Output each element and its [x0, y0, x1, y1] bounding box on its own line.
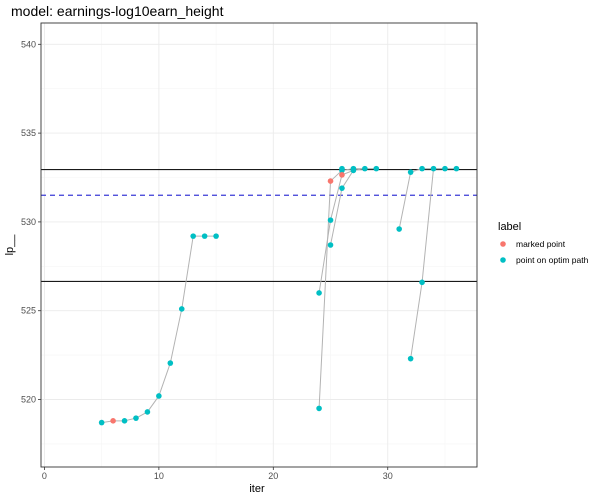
reference-lines	[41, 168, 477, 282]
x-tick-label: 30	[383, 471, 393, 481]
optim-path-point	[201, 233, 208, 239]
optim-path-point	[419, 165, 425, 172]
marked-point	[327, 178, 334, 184]
optim-path-point	[98, 419, 105, 426]
y-tick-label: 525	[21, 306, 36, 316]
x-tick-label: 0	[42, 471, 47, 481]
legend-label: point on optim path	[516, 255, 589, 265]
optim-path-point	[133, 415, 139, 421]
y-tick-label: 530	[21, 217, 36, 227]
legend-label: marked point	[516, 239, 566, 249]
optim-path-point	[339, 185, 345, 191]
plot-background	[41, 23, 477, 467]
optim-path-point	[156, 393, 162, 399]
optim-path-point	[316, 290, 322, 296]
optim-path-point	[362, 165, 368, 172]
optim-path-point	[407, 169, 414, 175]
x-axis-ticks: 0 10 20 30	[42, 467, 393, 481]
optim-path-point	[442, 165, 448, 172]
y-tick-label: 540	[21, 39, 36, 49]
optim-path-point	[396, 226, 402, 232]
optim-path-point	[339, 165, 345, 172]
legend: label marked point point on optim path	[498, 221, 589, 265]
optim-path-point	[419, 279, 425, 286]
x-tick-label: 10	[154, 471, 164, 481]
legend-title: label	[498, 221, 521, 233]
optim-path-point	[190, 233, 196, 239]
y-tick-label: 520	[21, 395, 36, 405]
y-axis-ticks: 520 525 530 535 540	[21, 39, 41, 405]
optim-path-point	[178, 306, 185, 312]
optim-path-point	[407, 355, 414, 362]
marked-point	[110, 418, 116, 424]
y-axis-title: lp__	[4, 234, 16, 256]
optim-path-point	[144, 409, 151, 415]
grid-lines	[41, 23, 477, 467]
legend-key-optim-path-point	[500, 257, 506, 263]
optim-path-point	[430, 165, 437, 172]
optim-path-point	[213, 233, 219, 239]
optim-path-point	[167, 360, 174, 366]
marked-point	[339, 172, 345, 178]
optim-path-point	[453, 165, 460, 172]
optim-path-point	[327, 242, 334, 248]
x-tick-label: 20	[268, 471, 278, 481]
optim-path-point	[316, 405, 322, 412]
x-axis-title: iter	[249, 483, 265, 495]
optim-path-point	[373, 165, 380, 172]
data-points	[98, 165, 460, 426]
chart-title: model: earnings-log10earn_height	[11, 3, 224, 19]
optim-path-point	[327, 217, 334, 223]
y-tick-label: 535	[21, 128, 36, 138]
optim-path-point	[121, 418, 128, 424]
panel-border-rect	[40, 22, 478, 468]
legend-key-marked-point	[500, 241, 506, 247]
plot-area	[41, 23, 477, 467]
optim-path-point	[350, 167, 357, 174]
optim-path-line	[410, 168, 445, 359]
panel-border	[40, 22, 478, 468]
